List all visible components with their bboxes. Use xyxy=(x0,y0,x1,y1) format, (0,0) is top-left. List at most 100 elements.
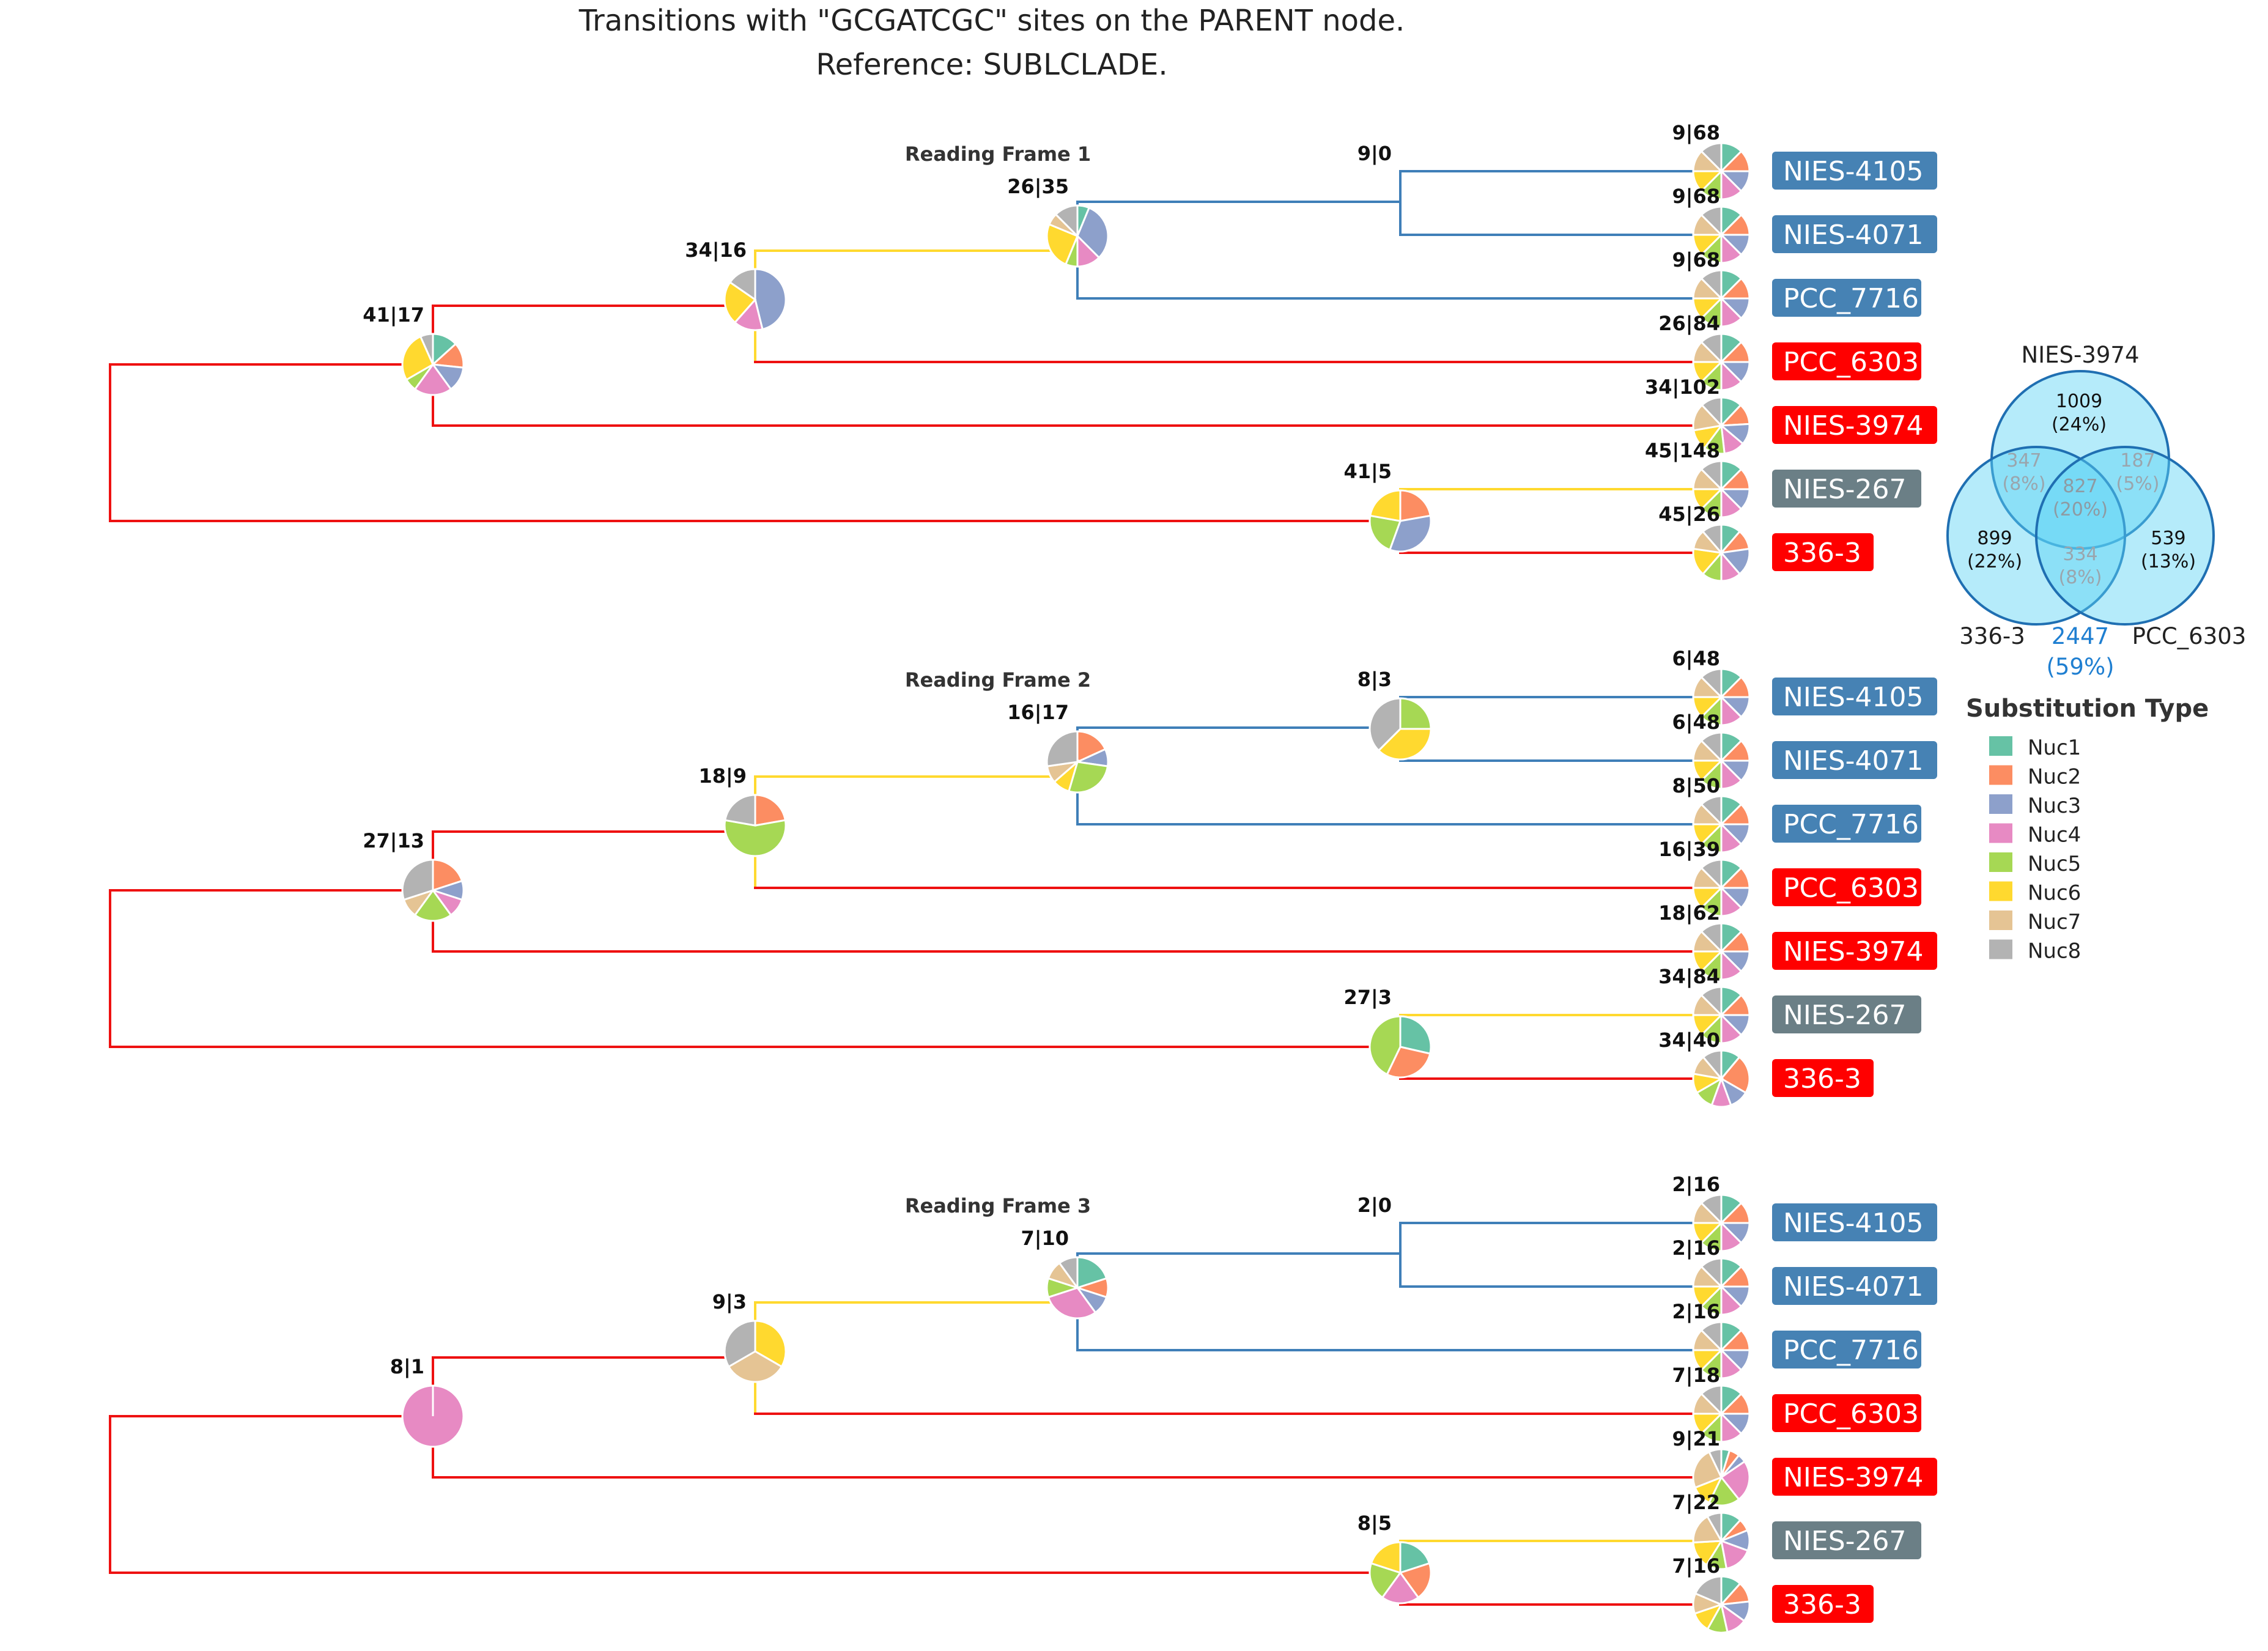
internal-node-count: 7|10 xyxy=(1021,1227,1069,1250)
pie-slice-nuc8 xyxy=(1369,697,1402,752)
pie-slice-nuc8 xyxy=(724,794,756,827)
pie-slice-nuc8 xyxy=(419,333,434,365)
pie-slice-nuc5 xyxy=(723,819,787,857)
pie-slice-nuc8 xyxy=(1700,1384,1723,1416)
internal-node-pie xyxy=(723,268,787,331)
figure-title-line2: Reference: SUBLCLADE. xyxy=(816,48,1167,82)
venn-region-count: 1009 xyxy=(2056,391,2102,412)
taxon-name: 336-3 xyxy=(1783,1589,1861,1620)
taxon-name: PCC_6303 xyxy=(1783,873,1919,904)
internal-node-pie xyxy=(401,859,465,922)
taxon-badge xyxy=(1772,1585,1874,1623)
taxon-badge xyxy=(1772,1521,1921,1559)
leaf-count: 26|84 xyxy=(1658,312,1720,336)
venn-region-count: 539 xyxy=(2151,528,2185,549)
leaf-count: 45|26 xyxy=(1658,503,1720,526)
taxon-label: PCC_7716 xyxy=(1772,805,1921,843)
leaf-pie xyxy=(1692,1194,1751,1252)
taxon-label: 336-3 xyxy=(1772,1585,1874,1623)
internal-node-count: 34|16 xyxy=(685,238,747,262)
pie-slice-nuc7 xyxy=(727,1350,783,1383)
pie-slice-nuc2 xyxy=(1398,1562,1432,1599)
taxon-name: PCC_7716 xyxy=(1783,283,1919,314)
leaf-count: 8|50 xyxy=(1672,774,1720,798)
internal-node-count: 27|3 xyxy=(1344,986,1392,1010)
taxon-label: NIES-4071 xyxy=(1772,741,1937,779)
taxon-badge xyxy=(1772,932,1937,970)
venn-region-count: 187 xyxy=(2120,450,2155,471)
taxon-badge xyxy=(1772,741,1937,779)
pie-slice-nuc5 xyxy=(1708,1476,1740,1507)
tree-panel-frame-2: Reading Frame 2 27|13 18|9 16|17 8|3 27|3 6|48… xyxy=(109,647,1937,1108)
taxon-badge xyxy=(1772,995,1921,1033)
legend-swatch xyxy=(1989,736,2012,756)
pie-slice-nuc2 xyxy=(1719,1055,1751,1095)
pie-slice-nuc8 xyxy=(723,1320,756,1368)
taxon-label: NIES-267 xyxy=(1772,470,1921,508)
pie-slice-nuc8 xyxy=(1701,396,1723,428)
taxon-name: NIES-267 xyxy=(1783,474,1906,505)
pie-slice-nuc3 xyxy=(1388,514,1432,553)
leaf-count: 9|68 xyxy=(1672,121,1720,145)
reading-frame-title: Reading Frame 3 xyxy=(905,1194,1091,1217)
internal-node-pie xyxy=(1369,1015,1432,1079)
taxon-label: 336-3 xyxy=(1772,533,1874,571)
venn-set-label: NIES-3974 xyxy=(2022,342,2140,368)
venn-region-count: 347 xyxy=(2006,450,2041,471)
leaf-pie xyxy=(1692,795,1751,854)
venn-region-count: 827 xyxy=(2063,476,2097,497)
leaf-pie xyxy=(1692,731,1751,790)
taxon-label: NIES-4105 xyxy=(1772,678,1937,715)
internal-node-count: 8|5 xyxy=(1357,1512,1392,1535)
pie-slice-nuc6 xyxy=(1377,728,1432,761)
leaf-count: 34|40 xyxy=(1658,1029,1720,1052)
pie-slice-nuc8 xyxy=(1700,205,1723,237)
pie-slice-nuc5 xyxy=(1369,514,1402,551)
legend-swatch xyxy=(1989,852,2012,872)
legend-item-label: Nuc7 xyxy=(2028,910,2081,934)
venn-circle-right xyxy=(2035,446,2215,626)
internal-node-pie xyxy=(401,333,465,396)
leaf-pie xyxy=(1692,986,1751,1044)
tree-panels: Reading Frame 1 41|17 34|16 26|35 9|0 41|5 9|6… xyxy=(109,121,1937,1634)
taxon-label: NIES-267 xyxy=(1772,1521,1921,1559)
pie-slice-nuc8 xyxy=(1702,1049,1723,1082)
venn-region-percent: (8%) xyxy=(2058,567,2102,588)
internal-node-count: 41|17 xyxy=(363,303,424,327)
legend-swatch xyxy=(1989,823,2012,843)
legend-item-label: Nuc5 xyxy=(2028,852,2081,876)
legend-swatch xyxy=(1989,881,2012,901)
taxon-badge xyxy=(1772,868,1921,906)
leaf-pie xyxy=(1692,142,1751,201)
leaf-pie xyxy=(1692,460,1751,519)
leaf-pie xyxy=(1692,1049,1751,1108)
leaf-pie xyxy=(1692,1384,1751,1443)
taxon-label: NIES-3974 xyxy=(1772,1458,1937,1496)
pie-slice-nuc2 xyxy=(1399,489,1431,522)
leaf-count: 45|148 xyxy=(1645,439,1720,463)
internal-node-count: 18|9 xyxy=(699,764,747,788)
pie-slice-nuc5 xyxy=(1068,761,1109,794)
pie-slice-nuc8 xyxy=(401,859,434,901)
pie-slice-nuc8 xyxy=(1706,1512,1723,1545)
taxon-label: PCC_6303 xyxy=(1772,868,1921,906)
taxon-badge xyxy=(1772,342,1921,380)
legend-item-label: Nuc1 xyxy=(2028,736,2081,760)
taxon-badge xyxy=(1772,1394,1921,1432)
internal-node-pie xyxy=(1046,204,1109,268)
internal-node-count: 16|17 xyxy=(1007,701,1069,725)
taxon-name: NIES-4071 xyxy=(1783,220,1923,251)
taxon-badge xyxy=(1772,152,1937,190)
venn-total-percent: (59%) xyxy=(2046,654,2114,680)
legend-item-label: Nuc6 xyxy=(2028,881,2081,906)
pie-slice-nuc3 xyxy=(1076,206,1109,259)
legend-item-label: Nuc3 xyxy=(2028,794,2081,818)
taxon-badge xyxy=(1772,678,1937,715)
taxon-label: NIES-4071 xyxy=(1772,1267,1937,1305)
venn-region-percent: (22%) xyxy=(1967,551,2022,572)
pie-slice-nuc5 xyxy=(413,888,452,922)
leaf-count: 6|48 xyxy=(1672,647,1720,671)
taxon-badge xyxy=(1772,1203,1937,1241)
internal-node-count: 41|5 xyxy=(1344,460,1392,484)
pie-slice-nuc5 xyxy=(1369,1015,1402,1076)
